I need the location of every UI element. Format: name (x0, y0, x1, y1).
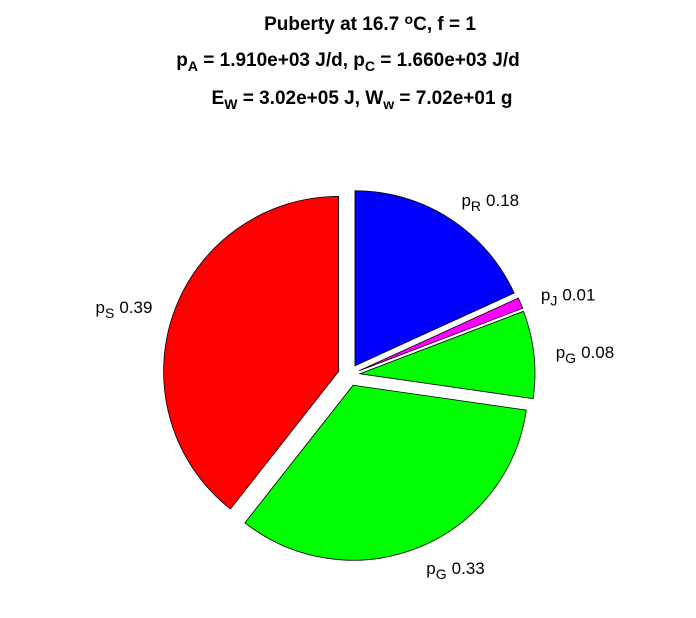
title-superscript: o (405, 11, 414, 27)
pie-slice (163, 196, 340, 510)
label-symbol: p (556, 343, 565, 362)
title-subscript: w (382, 96, 394, 112)
slice-label: pJ 0.01 (541, 286, 596, 309)
title-text: Puberty at 16.7 (264, 14, 404, 35)
slice-label: pS 0.39 (96, 298, 153, 321)
label-value: 0.01 (562, 286, 595, 305)
label-symbol: p (96, 298, 105, 317)
title-text: = 3.02e+05 J, W (237, 88, 383, 109)
chart-title-line: EW = 3.02e+05 J, Ww = 7.02e+01 g (212, 88, 513, 112)
title-text: p (176, 50, 188, 71)
label-subscript: G (565, 350, 576, 366)
pie-slice (354, 190, 515, 367)
title-text: C, f = 1 (413, 14, 476, 35)
title-text: = 1.910e+03 J/d, p (198, 50, 365, 71)
label-subscript: S (105, 305, 114, 321)
label-value: 0.08 (581, 343, 614, 362)
pie-slice (358, 297, 524, 372)
title-text: = 1.660e+03 J/d (375, 50, 520, 71)
pie-slice (358, 310, 536, 400)
label-symbol: p (541, 286, 550, 305)
title-subscript: W (224, 96, 238, 112)
title-text: = 7.02e+01 g (394, 88, 512, 109)
label-value: 0.39 (119, 298, 152, 317)
label-symbol: p (426, 559, 435, 578)
title-subscript: C (365, 58, 375, 74)
chart-title-line: pA = 1.910e+03 J/d, pC = 1.660e+03 J/d (176, 50, 519, 74)
label-symbol: p (461, 191, 470, 210)
chart-title-line: Puberty at 16.7 oC, f = 1 (264, 11, 476, 35)
label-subscript: G (436, 566, 447, 582)
slice-label: pR 0.18 (461, 191, 519, 214)
title-text: E (212, 88, 225, 109)
title-subscript: A (188, 58, 198, 74)
label-subscript: R (471, 198, 481, 214)
label-value: 0.33 (452, 559, 485, 578)
label-value: 0.18 (486, 191, 519, 210)
slice-label: pG 0.08 (556, 343, 614, 366)
label-subscript: J (550, 293, 557, 309)
pie-slice (244, 384, 527, 561)
slice-label: pG 0.33 (426, 559, 484, 582)
